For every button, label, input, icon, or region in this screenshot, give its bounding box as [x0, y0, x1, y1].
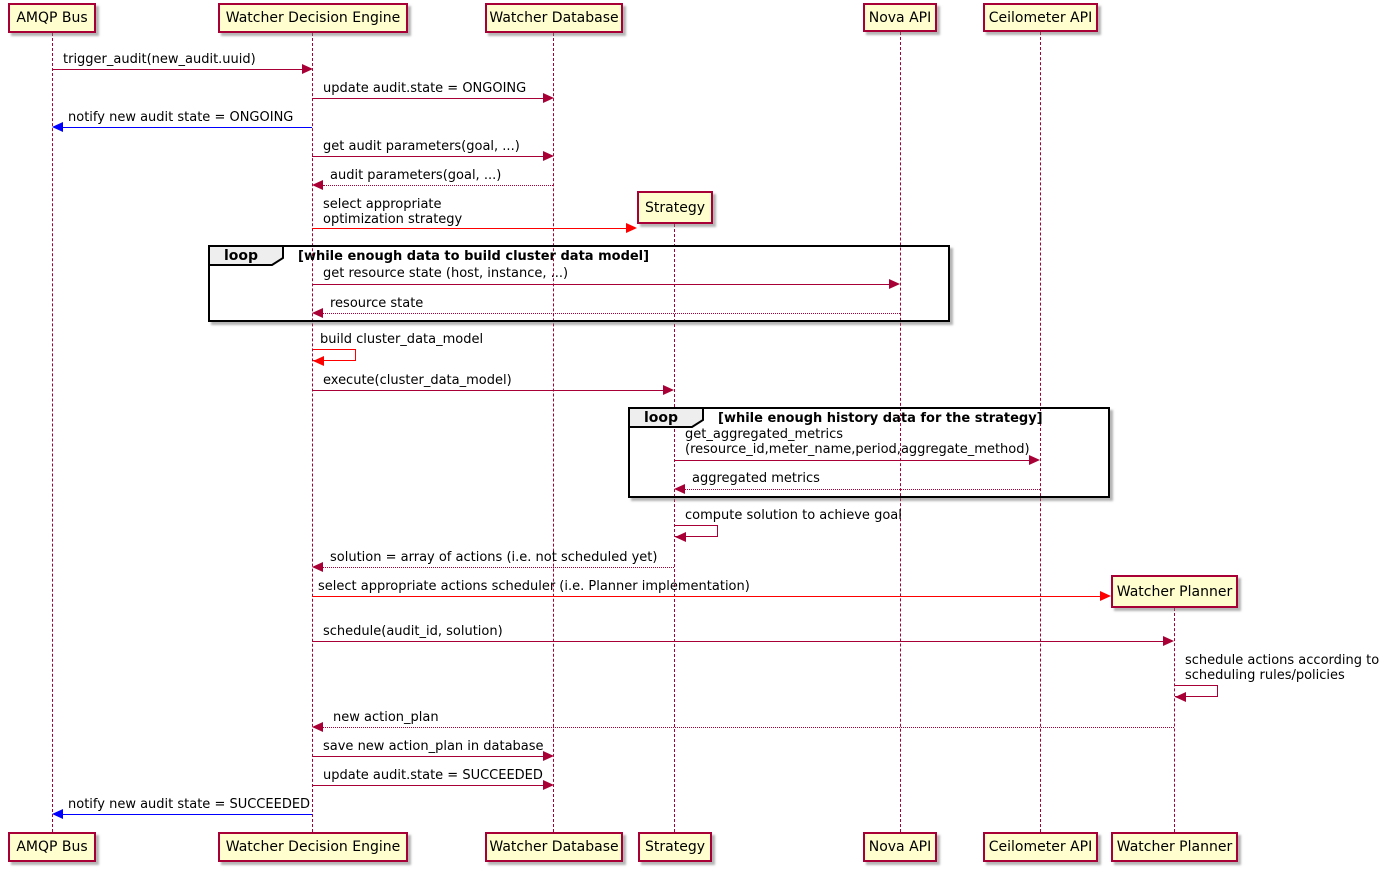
- loop-keyword: loop: [644, 410, 679, 426]
- participant-watcher-decision-engine-bottom: Watcher Decision Engine: [218, 832, 408, 862]
- arrowhead-right-icon: [543, 151, 554, 161]
- message-label: get audit parameters(goal, ...): [323, 139, 520, 154]
- arrowhead-right-icon: [1163, 636, 1174, 646]
- participant-amqp-bus-bottom: AMQP Bus: [8, 832, 96, 862]
- message-line: [312, 641, 1163, 642]
- message-label: solution = array of actions (i.e. not sc…: [330, 550, 658, 565]
- message-label: new action_plan: [333, 710, 439, 725]
- participant-ceilometer-api-top: Ceilometer API: [983, 3, 1098, 32]
- message-line: [323, 185, 553, 186]
- arrowhead-left-icon: [312, 562, 323, 572]
- message-line: [685, 489, 1040, 490]
- participant-ceilometer-api-bottom: Ceilometer API: [983, 832, 1098, 862]
- message-line: [312, 156, 543, 157]
- arrowhead-left-icon: [313, 356, 324, 366]
- participant-strategy-created: Strategy: [637, 191, 713, 224]
- lifeline-ceilometer-api: [1040, 32, 1041, 832]
- participant-watcher-database-top: Watcher Database: [485, 3, 623, 33]
- lifeline-nova-api: [900, 32, 901, 832]
- arrowhead-left-icon: [52, 122, 63, 132]
- arrowhead-left-icon: [674, 484, 685, 494]
- self-message-bracket: [675, 525, 718, 537]
- message-label: trigger_audit(new_audit.uuid): [63, 52, 256, 67]
- message-label: update audit.state = ONGOING: [323, 81, 527, 96]
- arrowhead-left-icon: [312, 722, 323, 732]
- message-line: [323, 567, 674, 568]
- self-message-bracket: [1175, 685, 1218, 697]
- participant-watcher-planner-created: Watcher Planner: [1111, 575, 1238, 608]
- message-label: get_aggregated_metrics (resource_id,mete…: [685, 427, 1030, 457]
- message-line: [312, 228, 627, 229]
- message-label: select appropriate actions scheduler (i.…: [318, 579, 750, 594]
- message-line: [312, 390, 663, 391]
- lifeline-watcher-decision-engine: [312, 33, 313, 832]
- message-line: [312, 756, 543, 757]
- participant-nova-api-bottom: Nova API: [863, 832, 937, 862]
- message-line: [312, 785, 543, 786]
- loop-frame-history-data: loop [while enough history data for the …: [628, 407, 1110, 498]
- loop-condition: [while enough data to build cluster data…: [298, 249, 650, 264]
- participant-watcher-database-bottom: Watcher Database: [485, 832, 623, 862]
- message-line: [312, 98, 543, 99]
- participant-amqp-bus-top: AMQP Bus: [8, 3, 96, 33]
- participant-watcher-decision-engine-top: Watcher Decision Engine: [218, 3, 408, 33]
- message-label: select appropriate optimization strategy: [323, 197, 463, 227]
- loop-frame-cluster-data-model: loop [while enough data to build cluster…: [208, 245, 950, 322]
- message-line: [323, 727, 1174, 728]
- arrowhead-left-icon: [312, 308, 323, 318]
- message-label: aggregated metrics: [692, 471, 820, 486]
- message-label: save new action_plan in database: [323, 739, 544, 754]
- message-label: audit parameters(goal, ...): [330, 168, 502, 183]
- message-label: update audit.state = SUCCEEDED: [323, 768, 543, 783]
- arrowhead-left-icon: [52, 809, 63, 819]
- message-label: build cluster_data_model: [320, 332, 484, 347]
- message-line: [63, 814, 312, 815]
- lifeline-watcher-planner: [1174, 608, 1175, 832]
- participant-watcher-planner-bottom: Watcher Planner: [1111, 832, 1238, 862]
- message-line: [63, 127, 312, 128]
- message-line: [312, 596, 1100, 597]
- message-line: [52, 69, 302, 70]
- loop-condition: [while enough history data for the strat…: [718, 411, 1043, 426]
- lifeline-strategy: [674, 224, 675, 832]
- loop-keyword: loop: [224, 248, 259, 264]
- message-line: [312, 284, 889, 285]
- message-label: resource state: [330, 296, 424, 311]
- arrowhead-right-icon: [663, 385, 674, 395]
- self-message-bracket: [313, 349, 356, 361]
- message-label: compute solution to achieve goal: [685, 508, 902, 523]
- arrowhead-right-icon: [543, 751, 554, 761]
- arrowhead-right-icon: [1029, 455, 1040, 465]
- lifeline-amqp-bus: [52, 33, 53, 832]
- arrowhead-right-icon: [889, 279, 900, 289]
- arrowhead-right-icon: [626, 223, 637, 233]
- message-label: notify new audit state = SUCCEEDED: [68, 797, 311, 812]
- arrowhead-left-icon: [675, 532, 686, 542]
- participant-strategy-bottom: Strategy: [638, 832, 712, 862]
- message-label: get resource state (host, instance, ...): [323, 266, 569, 281]
- arrowhead-right-icon: [543, 780, 554, 790]
- message-label: execute(cluster_data_model): [323, 373, 512, 388]
- participant-nova-api-top: Nova API: [863, 3, 937, 32]
- message-label: notify new audit state = ONGOING: [68, 110, 294, 125]
- arrowhead-right-icon: [543, 93, 554, 103]
- arrowhead-right-icon: [302, 64, 313, 74]
- message-label: schedule actions according to scheduling…: [1185, 653, 1380, 683]
- arrowhead-left-icon: [1175, 692, 1186, 702]
- loop-tab-icon: [208, 245, 284, 266]
- loop-tab-icon: [628, 407, 704, 428]
- message-label: schedule(audit_id, solution): [323, 624, 503, 639]
- message-line: [323, 313, 900, 314]
- arrowhead-left-icon: [312, 180, 323, 190]
- message-line: [674, 460, 1029, 461]
- lifeline-watcher-database: [553, 33, 554, 832]
- arrowhead-right-icon: [1100, 591, 1111, 601]
